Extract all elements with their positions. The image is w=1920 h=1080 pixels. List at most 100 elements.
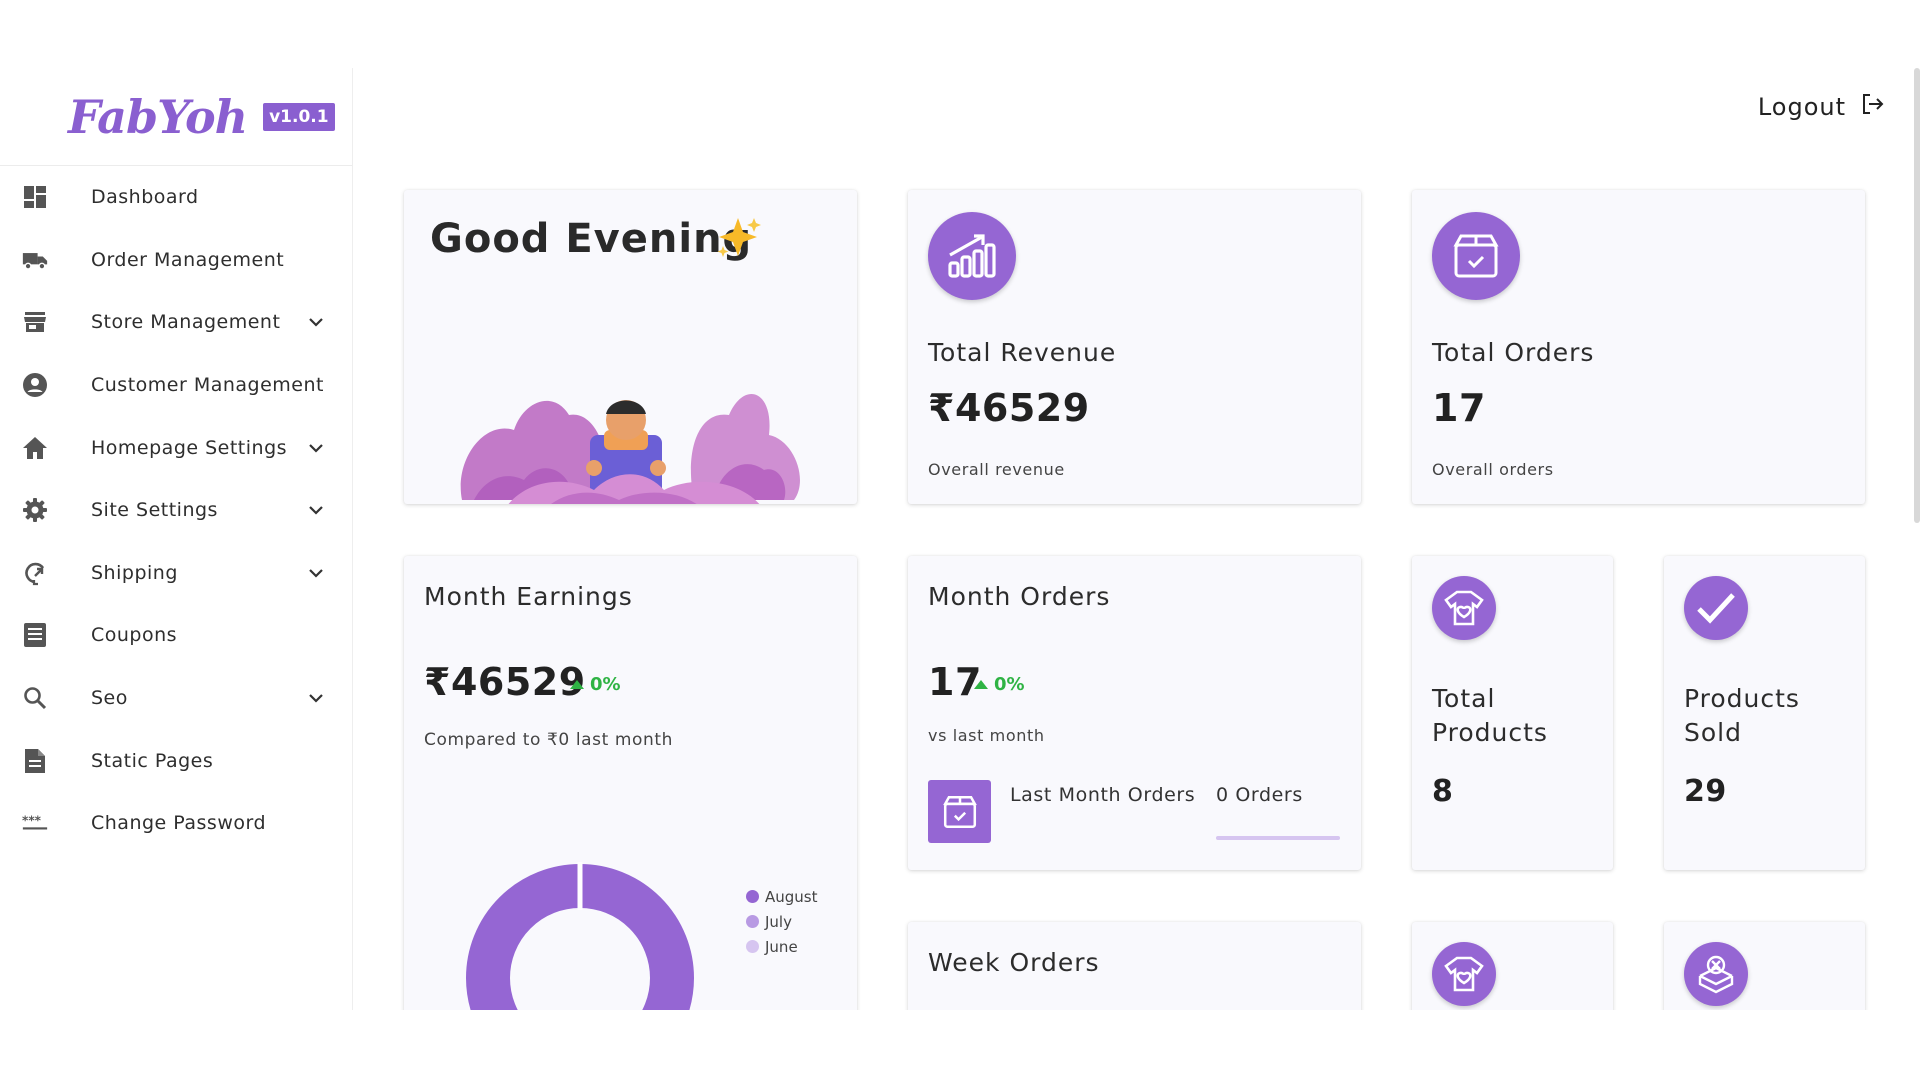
- greeting-text: Good Evening: [430, 216, 753, 262]
- chevron-down-icon[interactable]: [306, 312, 326, 332]
- total-revenue-title: Total Revenue: [928, 338, 1117, 367]
- page-scrollbar[interactable]: [1914, 68, 1920, 523]
- chevron-down-icon[interactable]: [306, 563, 326, 583]
- month-earnings-change-value: 0%: [590, 674, 621, 695]
- month-earnings-value: ₹46529: [424, 660, 586, 704]
- legend-label: July: [765, 912, 792, 931]
- arrow-up-icon: [570, 680, 584, 689]
- total-products-title: Total Products: [1432, 684, 1548, 747]
- version-badge: v1.0.1: [263, 102, 335, 131]
- search-icon: [22, 685, 48, 711]
- arrow-up-icon: [974, 680, 988, 689]
- sidebar-item-label: Static Pages: [91, 749, 214, 772]
- total-orders-caption: Overall orders: [1432, 460, 1554, 479]
- logout-icon: [1860, 92, 1884, 122]
- month-earnings-title: Month Earnings: [424, 582, 633, 611]
- sparkles-icon: [714, 216, 762, 266]
- check-icon: [1684, 576, 1748, 640]
- legend-dot: [746, 915, 759, 928]
- sidebar-item-change-password[interactable]: *** Change Password: [0, 792, 352, 855]
- week-orders-title: Week Orders: [928, 948, 1100, 977]
- earnings-donut-chart: [460, 858, 700, 1010]
- week-orders-card: Week Orders: [908, 922, 1361, 1010]
- stat-card: [1664, 922, 1865, 1010]
- logout-label: Logout: [1757, 93, 1846, 121]
- sidebar-item-store-management[interactable]: Store Management: [0, 291, 352, 354]
- truck-icon: [22, 247, 48, 273]
- password-icon: ***: [22, 810, 48, 836]
- month-orders-card: Month Orders 17 0% vs last month Last Mo…: [908, 556, 1361, 870]
- gear-icon: [22, 497, 48, 523]
- legend-item-july[interactable]: July: [746, 909, 818, 934]
- total-orders-card: Total Orders 17 Overall orders: [1412, 190, 1865, 504]
- logo[interactable]: FabYoh: [68, 89, 248, 144]
- brand: FabYoh v1.0.1: [0, 68, 352, 166]
- greeting-card: Good Evening: [404, 190, 857, 504]
- list-icon: [22, 622, 48, 648]
- svg-text:***: ***: [22, 814, 42, 828]
- total-revenue-value: ₹46529: [928, 386, 1090, 430]
- sidebar-item-label: Change Password: [91, 812, 267, 835]
- chevron-down-icon[interactable]: [306, 500, 326, 520]
- total-products-card: Total Products 8: [1412, 556, 1613, 870]
- sidebar-item-label: Dashboard: [91, 186, 199, 209]
- month-orders-change: 0%: [974, 674, 1025, 695]
- box-cancel-icon: [1684, 942, 1748, 1006]
- last-month-progress-bar: [1216, 836, 1340, 840]
- month-earnings-change: 0%: [570, 674, 621, 695]
- logout-button[interactable]: Logout: [1758, 92, 1884, 122]
- month-earnings-card: Month Earnings ₹46529 0% Compared to ₹0 …: [404, 556, 857, 1010]
- shirt-heart-icon: [1432, 576, 1496, 640]
- sidebar-item-label: Store Management: [91, 311, 281, 334]
- sidebar-item-coupons[interactable]: Coupons: [0, 604, 352, 667]
- sidebar-item-label: Seo: [91, 687, 128, 710]
- chart-up-icon: [928, 212, 1016, 300]
- sidebar-item-label: Customer Management: [91, 374, 324, 397]
- chevron-down-icon[interactable]: [306, 688, 326, 708]
- legend-label: August: [765, 887, 818, 906]
- sidebar-item-label: Order Management: [91, 248, 285, 271]
- sidebar-item-seo[interactable]: Seo: [0, 667, 352, 730]
- sidebar-item-dashboard[interactable]: Dashboard: [0, 166, 352, 229]
- dashboard-icon: [22, 184, 48, 210]
- app-window: FabYoh v1.0.1 Dashboard Order Management: [0, 68, 1920, 1010]
- document-icon: [22, 748, 48, 774]
- box-check-icon: [1432, 212, 1520, 300]
- total-revenue-caption: Overall revenue: [928, 460, 1065, 479]
- box-check-icon: [928, 780, 991, 843]
- legend-dot: [746, 890, 759, 903]
- user-circle-icon: [22, 372, 48, 398]
- sidebar-item-label: Site Settings: [91, 499, 218, 522]
- last-month-orders-value: 0 Orders: [1216, 784, 1303, 806]
- month-orders-title: Month Orders: [928, 582, 1111, 611]
- sidebar-item-label: Homepage Settings: [91, 436, 288, 459]
- home-icon: [22, 435, 48, 461]
- sidebar-nav: Dashboard Order Management Store Managem…: [0, 166, 352, 855]
- shipping-icon: [22, 560, 48, 586]
- sidebar: FabYoh v1.0.1 Dashboard Order Management: [0, 68, 353, 1010]
- sidebar-item-customer-management[interactable]: Customer Management: [0, 354, 352, 417]
- legend-item-august[interactable]: August: [746, 884, 818, 909]
- month-earnings-caption: Compared to ₹0 last month: [424, 730, 674, 750]
- total-products-value: 8: [1432, 774, 1454, 809]
- sidebar-item-static-pages[interactable]: Static Pages: [0, 729, 352, 792]
- legend-label: June: [765, 937, 798, 956]
- chart-legend: August July June: [746, 884, 818, 959]
- sidebar-item-homepage-settings[interactable]: Homepage Settings: [0, 416, 352, 479]
- sidebar-item-label: Shipping: [91, 561, 178, 584]
- month-orders-change-value: 0%: [994, 674, 1025, 695]
- chevron-down-icon[interactable]: [306, 438, 326, 458]
- month-orders-value: 17: [928, 660, 982, 704]
- sidebar-item-site-settings[interactable]: Site Settings: [0, 479, 352, 542]
- greeting-illustration: [444, 340, 824, 504]
- sidebar-item-order-management[interactable]: Order Management: [0, 229, 352, 292]
- last-month-orders-label: Last Month Orders: [1010, 784, 1196, 806]
- products-sold-card: Products Sold 29: [1664, 556, 1865, 870]
- legend-item-june[interactable]: June: [746, 934, 818, 959]
- total-orders-value: 17: [1432, 386, 1486, 430]
- total-revenue-card: Total Revenue ₹46529 Overall revenue: [908, 190, 1361, 504]
- sidebar-item-shipping[interactable]: Shipping: [0, 542, 352, 605]
- shirt-heart-icon: [1432, 942, 1496, 1006]
- month-orders-caption: vs last month: [928, 726, 1045, 745]
- products-sold-value: 29: [1684, 774, 1727, 809]
